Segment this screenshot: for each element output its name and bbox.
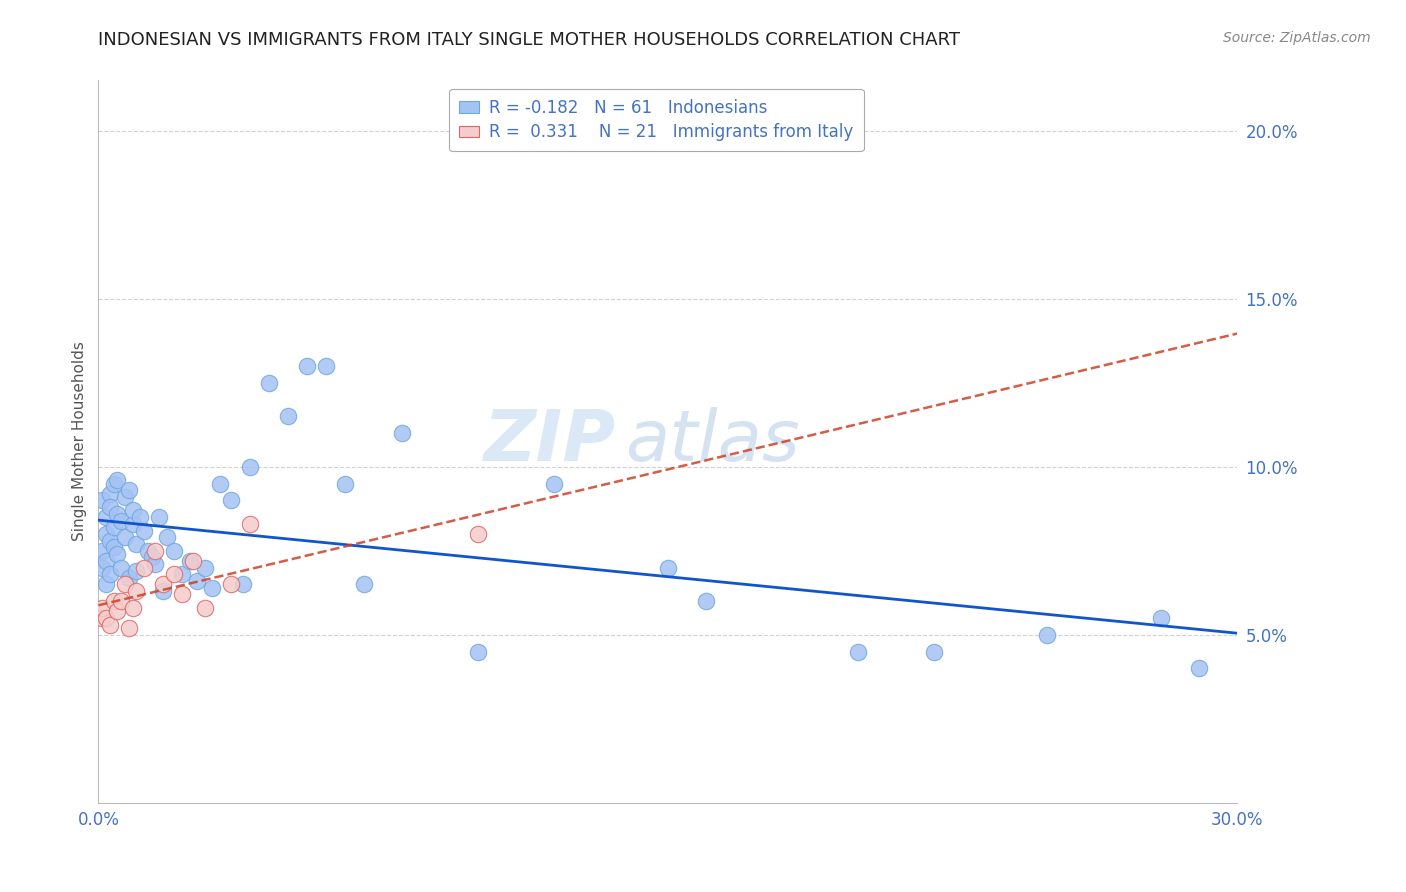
Text: INDONESIAN VS IMMIGRANTS FROM ITALY SINGLE MOTHER HOUSEHOLDS CORRELATION CHART: INDONESIAN VS IMMIGRANTS FROM ITALY SING…	[98, 31, 960, 49]
Point	[94, 510, 117, 524]
Point	[125, 537, 148, 551]
Point	[98, 567, 121, 582]
Point	[335, 476, 357, 491]
Point	[118, 571, 141, 585]
Point	[221, 577, 243, 591]
Point	[179, 554, 201, 568]
Point	[141, 550, 163, 565]
Point	[208, 476, 231, 491]
Point	[1036, 628, 1059, 642]
Point	[110, 560, 132, 574]
Point	[170, 587, 193, 601]
Point	[467, 527, 489, 541]
Point	[170, 567, 193, 582]
Point	[110, 594, 132, 608]
Point	[145, 543, 167, 558]
Point	[114, 577, 136, 591]
Point	[107, 604, 129, 618]
Point	[121, 503, 143, 517]
Point	[91, 600, 114, 615]
Point	[183, 554, 205, 568]
Point	[98, 486, 121, 500]
Point	[121, 600, 143, 615]
Point	[156, 530, 179, 544]
Point	[695, 594, 717, 608]
Point	[98, 617, 121, 632]
Point	[259, 376, 281, 390]
Point	[145, 558, 167, 572]
Point	[91, 493, 114, 508]
Point	[94, 611, 117, 625]
Text: Source: ZipAtlas.com: Source: ZipAtlas.com	[1223, 31, 1371, 45]
Point	[91, 611, 114, 625]
Point	[186, 574, 208, 588]
Point	[103, 541, 125, 555]
Point	[129, 510, 152, 524]
Point	[194, 560, 217, 574]
Point	[232, 577, 254, 591]
Point	[136, 543, 159, 558]
Point	[922, 644, 945, 658]
Point	[118, 483, 141, 498]
Point	[91, 560, 114, 574]
Point	[103, 476, 125, 491]
Point	[315, 359, 337, 373]
Point	[98, 500, 121, 514]
Point	[297, 359, 319, 373]
Point	[107, 507, 129, 521]
Point	[98, 533, 121, 548]
Point	[94, 554, 117, 568]
Point	[194, 600, 217, 615]
Point	[107, 547, 129, 561]
Point	[239, 459, 262, 474]
Point	[148, 510, 170, 524]
Point	[114, 490, 136, 504]
Point	[94, 577, 117, 591]
Point	[118, 621, 141, 635]
Point	[1150, 611, 1173, 625]
Point	[110, 514, 132, 528]
Point	[132, 524, 155, 538]
Point	[94, 527, 117, 541]
Point	[657, 560, 679, 574]
Point	[239, 516, 262, 531]
Point	[103, 520, 125, 534]
Point	[201, 581, 224, 595]
Text: atlas: atlas	[624, 407, 799, 476]
Point	[125, 584, 148, 599]
Point	[121, 516, 143, 531]
Point	[543, 476, 565, 491]
Point	[125, 564, 148, 578]
Text: ZIP: ZIP	[484, 407, 617, 476]
Point	[221, 493, 243, 508]
Point	[132, 560, 155, 574]
Point	[91, 543, 114, 558]
Point	[163, 543, 186, 558]
Point	[1188, 661, 1211, 675]
Point	[846, 644, 869, 658]
Point	[277, 409, 299, 424]
Point	[152, 577, 174, 591]
Point	[163, 567, 186, 582]
Point	[391, 426, 413, 441]
Point	[103, 594, 125, 608]
Point	[152, 584, 174, 599]
Point	[107, 473, 129, 487]
Point	[353, 577, 375, 591]
Y-axis label: Single Mother Households: Single Mother Households	[72, 342, 87, 541]
Point	[467, 644, 489, 658]
Legend: R = -0.182   N = 61   Indonesians, R =  0.331    N = 21   Immigrants from Italy: R = -0.182 N = 61 Indonesians, R = 0.331…	[450, 88, 863, 152]
Point	[114, 530, 136, 544]
